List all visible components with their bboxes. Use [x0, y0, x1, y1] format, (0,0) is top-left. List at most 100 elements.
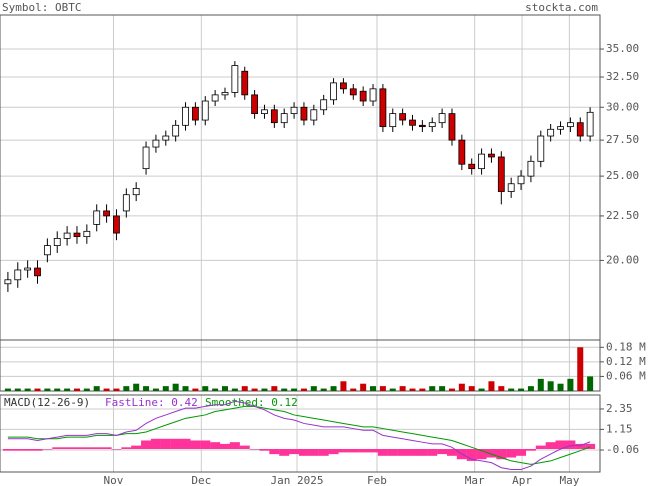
volume-bar	[439, 386, 446, 391]
volume-bar	[527, 386, 534, 391]
macd-histogram	[111, 449, 122, 450]
macd-histogram	[249, 449, 260, 450]
volume-bar	[123, 386, 130, 391]
candle-body	[566, 122, 574, 128]
candle-body	[379, 88, 387, 128]
candle-body	[438, 113, 446, 124]
volume-bar	[271, 386, 278, 391]
macd-histogram	[535, 445, 546, 450]
volume-bar	[152, 388, 159, 391]
candle-body	[300, 106, 308, 121]
volume-bar	[83, 388, 90, 391]
macd-histogram	[42, 449, 53, 450]
macd-histogram	[12, 449, 23, 451]
volume-bar	[468, 386, 475, 391]
macd-histogram	[525, 449, 536, 451]
candle-body	[488, 153, 495, 158]
macd-histogram	[190, 440, 201, 450]
y-tick-label: 0.06 M	[606, 369, 646, 382]
volume-bar	[133, 383, 140, 391]
volume-bar	[478, 388, 485, 391]
volume-bar	[162, 386, 169, 391]
macd-histogram	[437, 449, 448, 455]
volume-bar	[587, 376, 594, 391]
macd-histogram	[318, 449, 329, 456]
volume-bar	[557, 383, 564, 391]
macd-histogram	[545, 442, 556, 450]
candle-body	[201, 100, 209, 121]
candle-body	[340, 82, 347, 90]
candle-body	[576, 122, 584, 137]
y-tick-label: 1.15	[606, 422, 633, 435]
macd-histogram	[298, 449, 309, 456]
x-tick-label: May	[559, 474, 579, 486]
macd-histogram	[417, 449, 428, 456]
volume-bar	[370, 386, 377, 391]
macd-histogram	[81, 447, 92, 450]
candle-body	[191, 106, 199, 121]
macd-histogram	[259, 449, 270, 451]
macd-histogram	[466, 449, 477, 461]
volume-bar	[547, 381, 554, 391]
macd-title: MACD(12-26-9)	[4, 396, 90, 409]
macd-histogram	[2, 449, 13, 451]
macd-histogram	[516, 449, 527, 456]
volume-bar	[350, 388, 357, 391]
macd-histogram	[71, 447, 82, 450]
volume-bar	[320, 388, 327, 391]
volume-bar	[360, 383, 367, 391]
candle-body	[359, 90, 367, 102]
macd-histogram	[377, 449, 388, 456]
volume-bar	[54, 388, 61, 391]
candle-body	[418, 124, 426, 128]
macd-histogram	[220, 443, 230, 450]
fast-label: FastLine: 0.42	[105, 396, 198, 409]
y-tick-label: 0.18 M	[606, 340, 646, 353]
volume-bar	[172, 383, 179, 391]
source: stockta.com	[525, 1, 598, 14]
volume-bar	[419, 388, 426, 391]
macd-histogram	[101, 447, 112, 450]
y-tick-label: 25.00	[606, 169, 639, 182]
volume-bar	[64, 388, 71, 391]
candle-body	[458, 139, 466, 165]
volume-bar	[113, 388, 120, 391]
volume-bar	[192, 388, 199, 391]
volume-bar	[409, 388, 416, 391]
candle-body	[142, 146, 150, 170]
x-tick-label: Jan 2025	[271, 474, 324, 486]
candle-body	[399, 113, 407, 121]
volume-bar	[458, 383, 465, 391]
smooth-label: Smoothed: 0.12	[205, 396, 298, 409]
volume-bar	[300, 388, 307, 391]
macd-histogram	[407, 449, 418, 456]
macd-histogram	[229, 442, 240, 450]
volume-bar	[182, 386, 189, 391]
candle-body	[132, 188, 140, 196]
macd-histogram	[62, 447, 73, 450]
candle-body	[527, 160, 535, 177]
macd-histogram	[131, 445, 142, 450]
macd-histogram	[91, 447, 102, 450]
volume-bar	[251, 388, 258, 391]
volume-bar	[44, 388, 51, 391]
macd-histogram	[555, 440, 566, 450]
macd-histogram	[476, 449, 487, 460]
candle-body	[557, 126, 564, 130]
macd-histogram	[170, 438, 181, 450]
macd-panel	[0, 394, 601, 473]
candle-body	[34, 267, 41, 277]
macd-histogram	[446, 449, 457, 456]
candle-body	[211, 94, 219, 102]
x-tick-label: Feb	[367, 474, 387, 486]
volume-bar	[4, 388, 11, 391]
volume-bar	[330, 386, 337, 391]
candle-body	[241, 70, 249, 96]
macd-histogram	[506, 449, 517, 458]
candle-body	[162, 135, 170, 141]
volume-bar	[399, 386, 406, 391]
y-tick-label: 22.50	[606, 209, 639, 222]
macd-histogram	[496, 449, 507, 460]
candle-body	[369, 88, 377, 102]
